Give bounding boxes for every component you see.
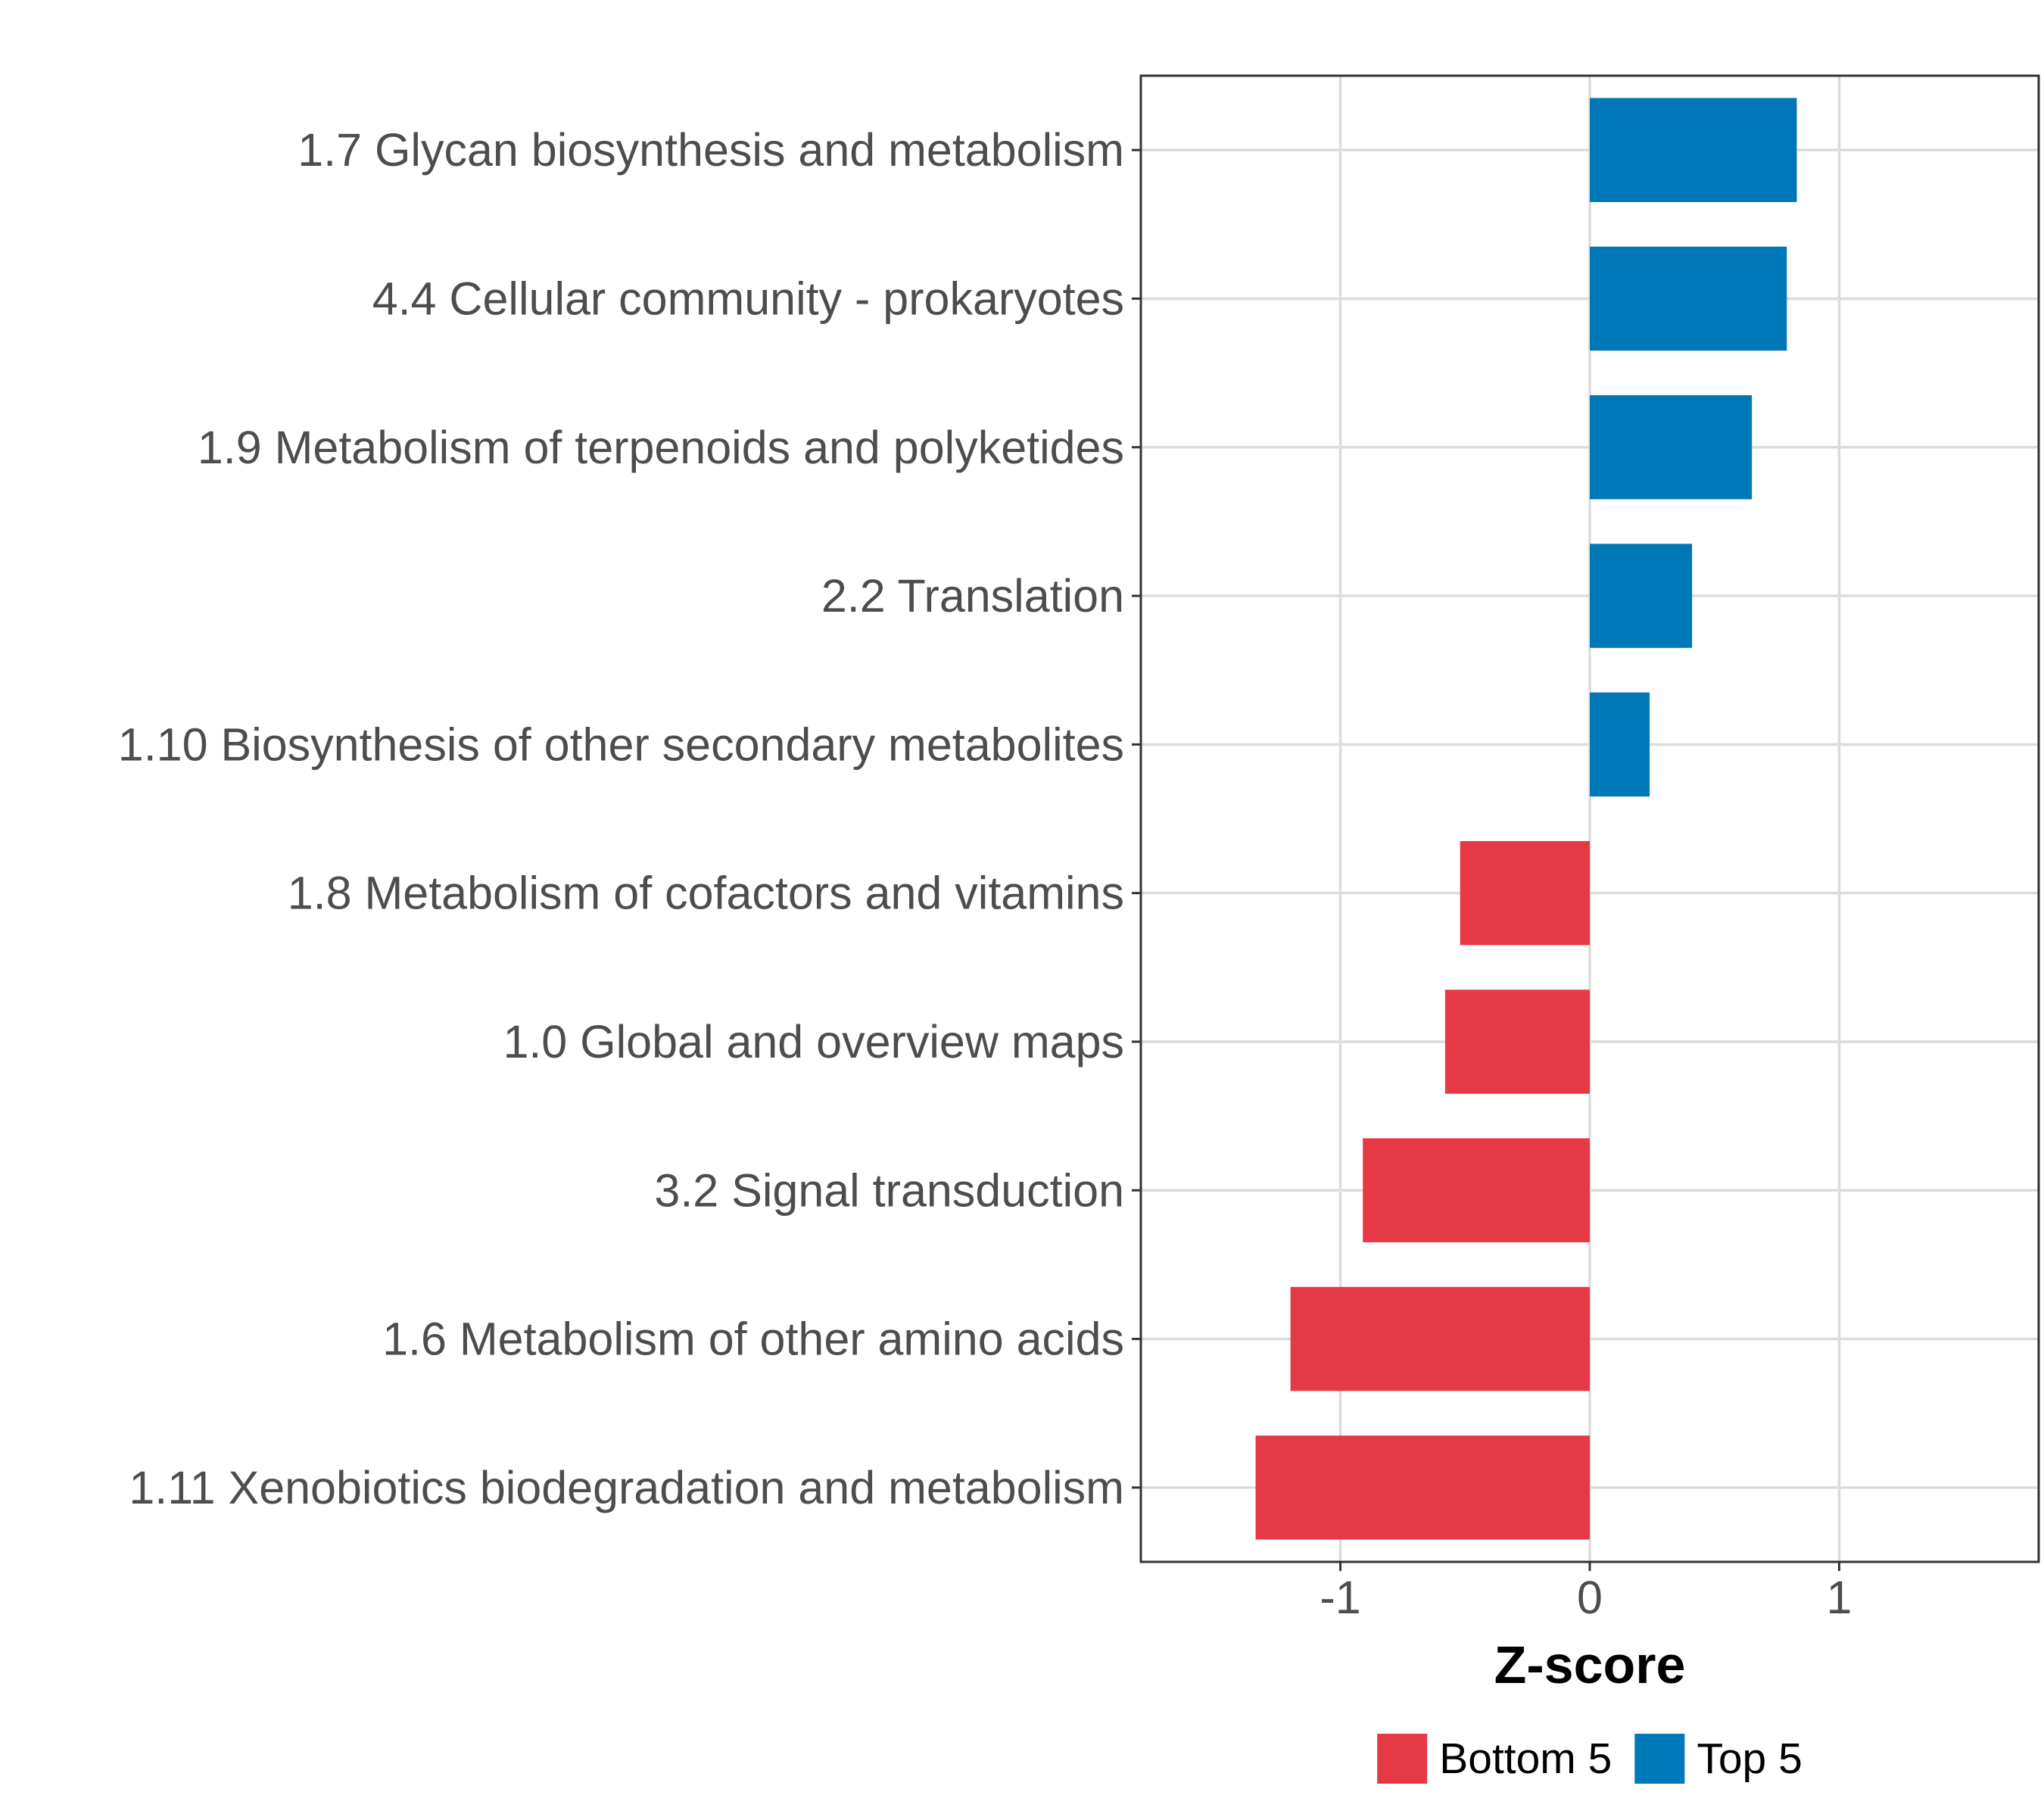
y-tick-label: 3.2 Signal transduction (654, 1164, 1124, 1216)
bar (1444, 990, 1590, 1094)
bar (1590, 395, 1753, 500)
bar (1460, 840, 1590, 946)
x-axis: -1 0 1 (1320, 1562, 1852, 1623)
legend-swatch (1377, 1734, 1428, 1784)
y-tick-label: 1.10 Biosynthesis of other secondary met… (118, 718, 1124, 770)
y-tick-label: 1.9 Metabolism of terpenoids and polyket… (198, 422, 1124, 473)
y-tick-label: 1.11 Xenobiotics biodegradation and meta… (129, 1462, 1124, 1513)
y-tick-label: 1.0 Global and overview maps (503, 1016, 1124, 1067)
bars (1255, 98, 1797, 1540)
bar (1590, 692, 1650, 797)
legend: Bottom 5 Top 5 (1377, 1734, 1803, 1784)
legend-label: Bottom 5 (1439, 1734, 1612, 1783)
legend-label: Top 5 (1697, 1734, 1802, 1783)
x-axis-title: Z-score (1494, 1635, 1686, 1694)
bar (1590, 544, 1693, 648)
x-tick-label: -1 (1320, 1572, 1360, 1623)
bar (1363, 1138, 1590, 1242)
y-tick-label: 1.7 Glycan biosynthesis and metabolism (298, 124, 1124, 176)
y-tick-label: 4.4 Cellular community - prokaryotes (372, 273, 1124, 324)
y-tick-label: 1.6 Metabolism of other amino acids (382, 1314, 1124, 1365)
bar (1590, 98, 1797, 202)
y-axis: 1.7 Glycan biosynthesis and metabolism 4.… (118, 124, 1141, 1513)
bar (1290, 1286, 1590, 1392)
y-tick-label: 2.2 Translation (821, 570, 1124, 622)
y-tick-label: 1.8 Metabolism of cofactors and vitamins (288, 868, 1124, 919)
legend-swatch (1634, 1734, 1685, 1784)
bar (1590, 246, 1787, 351)
x-tick-label: 0 (1577, 1572, 1603, 1623)
bar (1255, 1435, 1590, 1540)
x-tick-label: 1 (1826, 1572, 1852, 1623)
